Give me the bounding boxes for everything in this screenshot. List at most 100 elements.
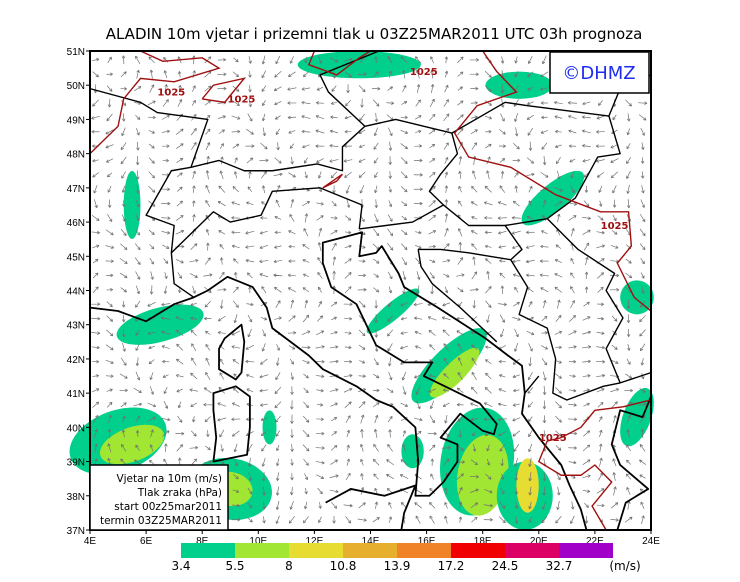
wind-arrow — [543, 300, 547, 309]
wind-arrow — [387, 329, 394, 337]
wind-arrow — [302, 359, 310, 364]
wind-arrow — [557, 486, 561, 496]
wind-arrow — [498, 388, 507, 393]
wind-arrow — [570, 257, 575, 265]
wind-arrow — [469, 287, 479, 292]
wind-arrow — [542, 214, 547, 221]
wind-arrow — [428, 214, 436, 221]
wind-arrow — [274, 245, 282, 249]
wind-arrow — [91, 331, 101, 335]
wind-arrow — [260, 142, 268, 150]
wind-arrow — [161, 231, 171, 235]
logo-box: ©DHMZ — [549, 51, 650, 94]
wind-arrow — [555, 244, 562, 249]
country-border — [89, 87, 209, 168]
wind-arrow — [316, 86, 324, 91]
wind-arrow — [107, 428, 112, 438]
wind-arrow — [302, 71, 309, 78]
wind-arrow — [161, 330, 170, 335]
wind-arrow — [106, 172, 113, 178]
wind-arrow — [358, 85, 366, 93]
wind-arrow — [290, 372, 294, 380]
wind-arrow — [316, 417, 324, 421]
wind-arrow — [527, 127, 534, 136]
wind-arrow — [248, 85, 252, 93]
wind-arrow — [315, 431, 325, 436]
wind-arrow — [302, 287, 310, 293]
wind-arrow — [175, 431, 185, 436]
wind-arrow — [500, 170, 505, 179]
wind-arrow — [626, 199, 631, 209]
wind-arrow — [443, 373, 450, 379]
wind-arrow — [232, 503, 240, 508]
wind-arrow — [192, 214, 196, 222]
wind-arrow — [528, 501, 532, 510]
wind-arrow — [471, 371, 477, 381]
wind-arrow — [484, 387, 492, 394]
wind-arrow — [639, 315, 646, 323]
wind-arrow — [192, 200, 196, 207]
wind-arrow — [556, 170, 561, 180]
wind-arrow — [273, 86, 282, 92]
wind-arrow — [177, 186, 183, 192]
wind-arrow — [276, 444, 280, 452]
wind-arrow — [400, 459, 408, 466]
wind-arrow — [457, 71, 464, 77]
wind-arrow — [329, 159, 339, 163]
country-border — [418, 248, 511, 261]
wind-arrow — [554, 286, 563, 293]
wind-arrow — [528, 343, 533, 352]
wind-arrow — [162, 374, 169, 378]
wind-arrow — [105, 359, 114, 364]
wind-arrow — [640, 199, 645, 208]
wind-arrow — [359, 360, 366, 364]
wind-arrow — [582, 374, 591, 378]
wind-arrow — [273, 286, 282, 293]
wind-arrow — [485, 359, 492, 365]
wind-arrow — [598, 185, 603, 193]
wind-arrow — [484, 100, 492, 106]
wind-arrow — [374, 300, 378, 309]
wind-arrow — [288, 515, 296, 524]
wind-arrow — [372, 517, 380, 523]
wind-arrow — [231, 129, 241, 134]
wind-arrow — [261, 113, 266, 122]
wind-arrow — [301, 115, 311, 119]
wind-arrow — [121, 171, 126, 179]
colorbar-level-label: 13.9 — [384, 559, 411, 573]
wind-arrow — [498, 230, 507, 235]
wind-arrow — [427, 316, 437, 321]
wind-arrow — [344, 115, 352, 120]
wind-arrow — [373, 71, 379, 78]
wind-arrow — [121, 315, 126, 323]
wind-arrow — [413, 302, 423, 307]
wind-arrow — [641, 515, 645, 524]
wind-arrow — [163, 70, 168, 79]
wind-arrow — [484, 216, 493, 220]
wind-arrow — [287, 101, 297, 105]
wind-arrow — [388, 127, 393, 137]
wind-arrow — [497, 216, 507, 220]
wind-arrow — [121, 214, 126, 222]
wind-arrow — [570, 272, 575, 279]
wind-arrow — [360, 473, 364, 480]
wind-arrow — [387, 415, 393, 423]
wind-arrow — [92, 401, 100, 408]
wind-arrow — [472, 430, 477, 437]
wind-arrow — [430, 285, 434, 295]
wind-arrow — [218, 230, 226, 235]
wind-arrow — [542, 400, 547, 410]
wind-arrow — [304, 501, 308, 510]
wind-arrow — [317, 242, 322, 252]
wind-arrow — [136, 184, 140, 194]
lon-tick-label: 16E — [418, 536, 436, 547]
wind-arrow — [429, 415, 435, 424]
country-border — [145, 50, 380, 298]
wind-arrow — [358, 158, 366, 163]
wind-arrow — [92, 374, 100, 378]
wind-arrow — [639, 228, 646, 237]
wind-arrow — [148, 130, 155, 134]
wind-arrow — [121, 185, 126, 193]
wind-arrow — [442, 302, 451, 307]
info-line-wind: Vjetar na 10m (m/s) — [116, 473, 222, 485]
